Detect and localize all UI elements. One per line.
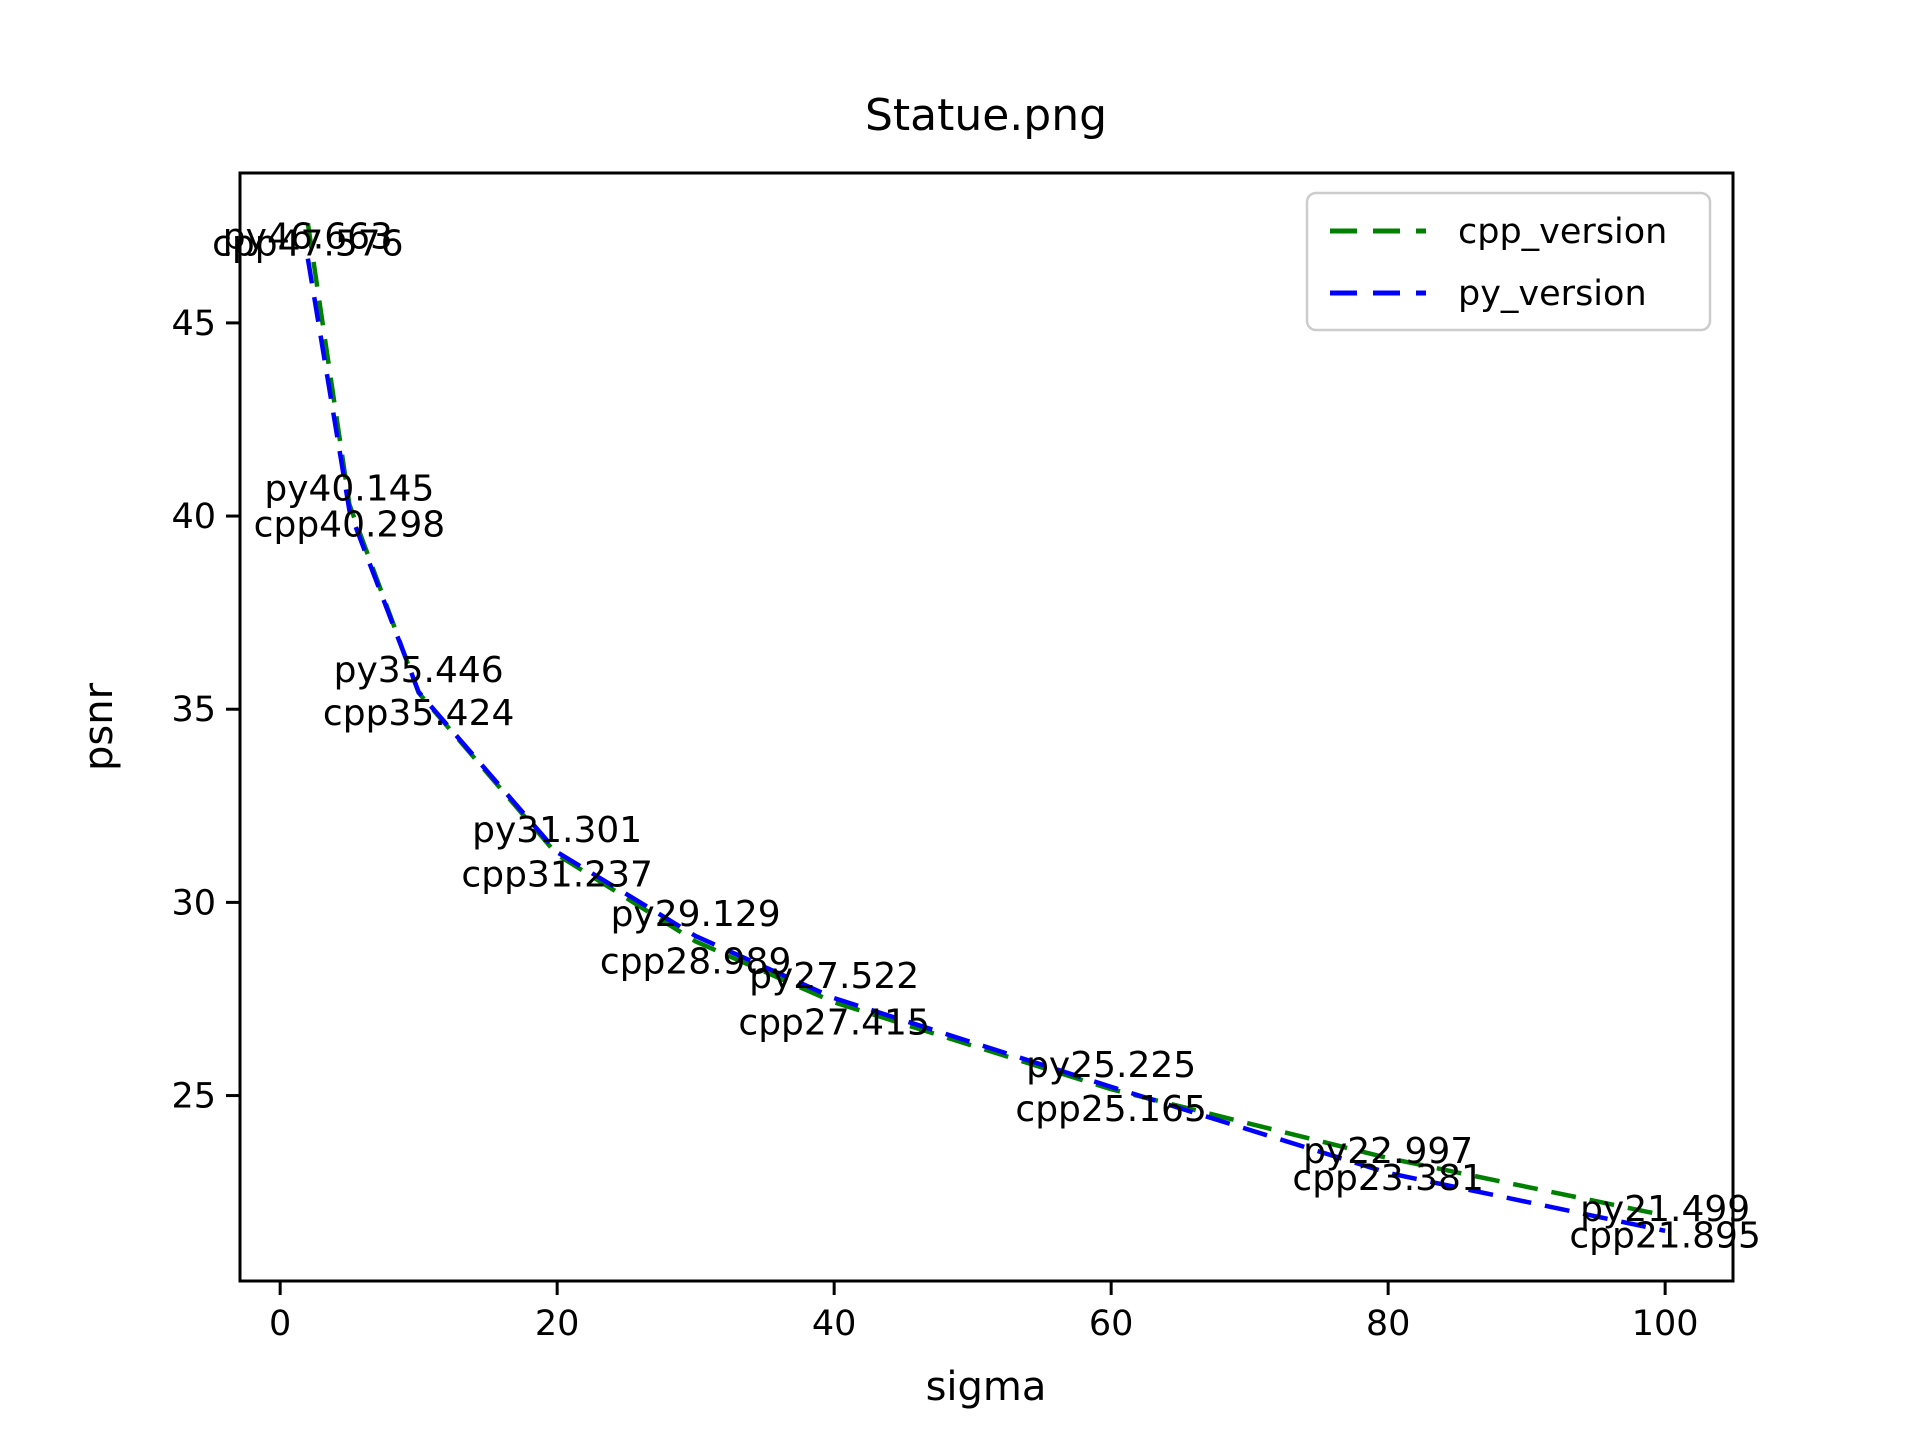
y-tick-label: 45 — [171, 304, 216, 344]
legend-entry-py-version: py_version — [1330, 274, 1647, 314]
legend-label-py-version: py_version — [1458, 274, 1647, 314]
point-label-cpp_version: cpp47.576 — [212, 223, 403, 264]
legend-entry-cpp-version: cpp_version — [1330, 212, 1667, 252]
point-label-py_version: py35.446 — [334, 650, 504, 691]
point-label-cpp_version: cpp40.298 — [254, 505, 445, 546]
point-label-py_version: py31.301 — [472, 810, 642, 851]
point-label-py_version: py46.663 — [223, 217, 393, 258]
point-label-cpp_version: cpp23.381 — [1292, 1158, 1483, 1199]
point-label-py_version: py22.997 — [1303, 1131, 1473, 1172]
point-label-cpp_version: cpp28.989 — [600, 941, 791, 982]
x-axis-label: sigma — [926, 1364, 1047, 1410]
x-tick-label: 80 — [1366, 1304, 1411, 1344]
point-label-cpp_version: cpp31.237 — [461, 855, 652, 896]
y-tick-label: 35 — [171, 690, 216, 730]
x-tick-label: 40 — [812, 1304, 857, 1344]
point-label-cpp_version: cpp25.165 — [1015, 1089, 1206, 1130]
chart-title: Statue.png — [865, 90, 1107, 141]
point-label-py_version: py29.129 — [611, 894, 781, 935]
legend: cpp_version py_version — [1305, 191, 1712, 332]
legend-label-cpp-version: cpp_version — [1458, 212, 1667, 252]
point-label-cpp_version: cpp27.415 — [738, 1002, 929, 1043]
series-line-py_version — [305, 258, 1666, 1234]
point-label-cpp_version: cpp35.424 — [323, 693, 514, 734]
x-tick-label: 60 — [1089, 1304, 1134, 1344]
y-axis-label: psnr — [76, 682, 122, 771]
legend-frame — [1305, 191, 1712, 332]
y-tick-label: 30 — [171, 883, 216, 923]
y-tick-label: 25 — [171, 1077, 216, 1117]
x-tick-label: 20 — [535, 1304, 580, 1344]
point-label-py_version: py40.145 — [264, 468, 434, 509]
point-label-cpp_version: cpp21.895 — [1569, 1216, 1760, 1257]
point-label-py_version: py25.225 — [1026, 1045, 1196, 1086]
point-label-py_version: py27.522 — [749, 956, 919, 997]
x-tick-label: 0 — [269, 1304, 291, 1344]
point-label-py_version: py21.499 — [1580, 1189, 1750, 1230]
plot-area — [238, 171, 1735, 1283]
y-tick-label: 40 — [171, 497, 216, 537]
x-tick-label: 100 — [1632, 1304, 1699, 1344]
